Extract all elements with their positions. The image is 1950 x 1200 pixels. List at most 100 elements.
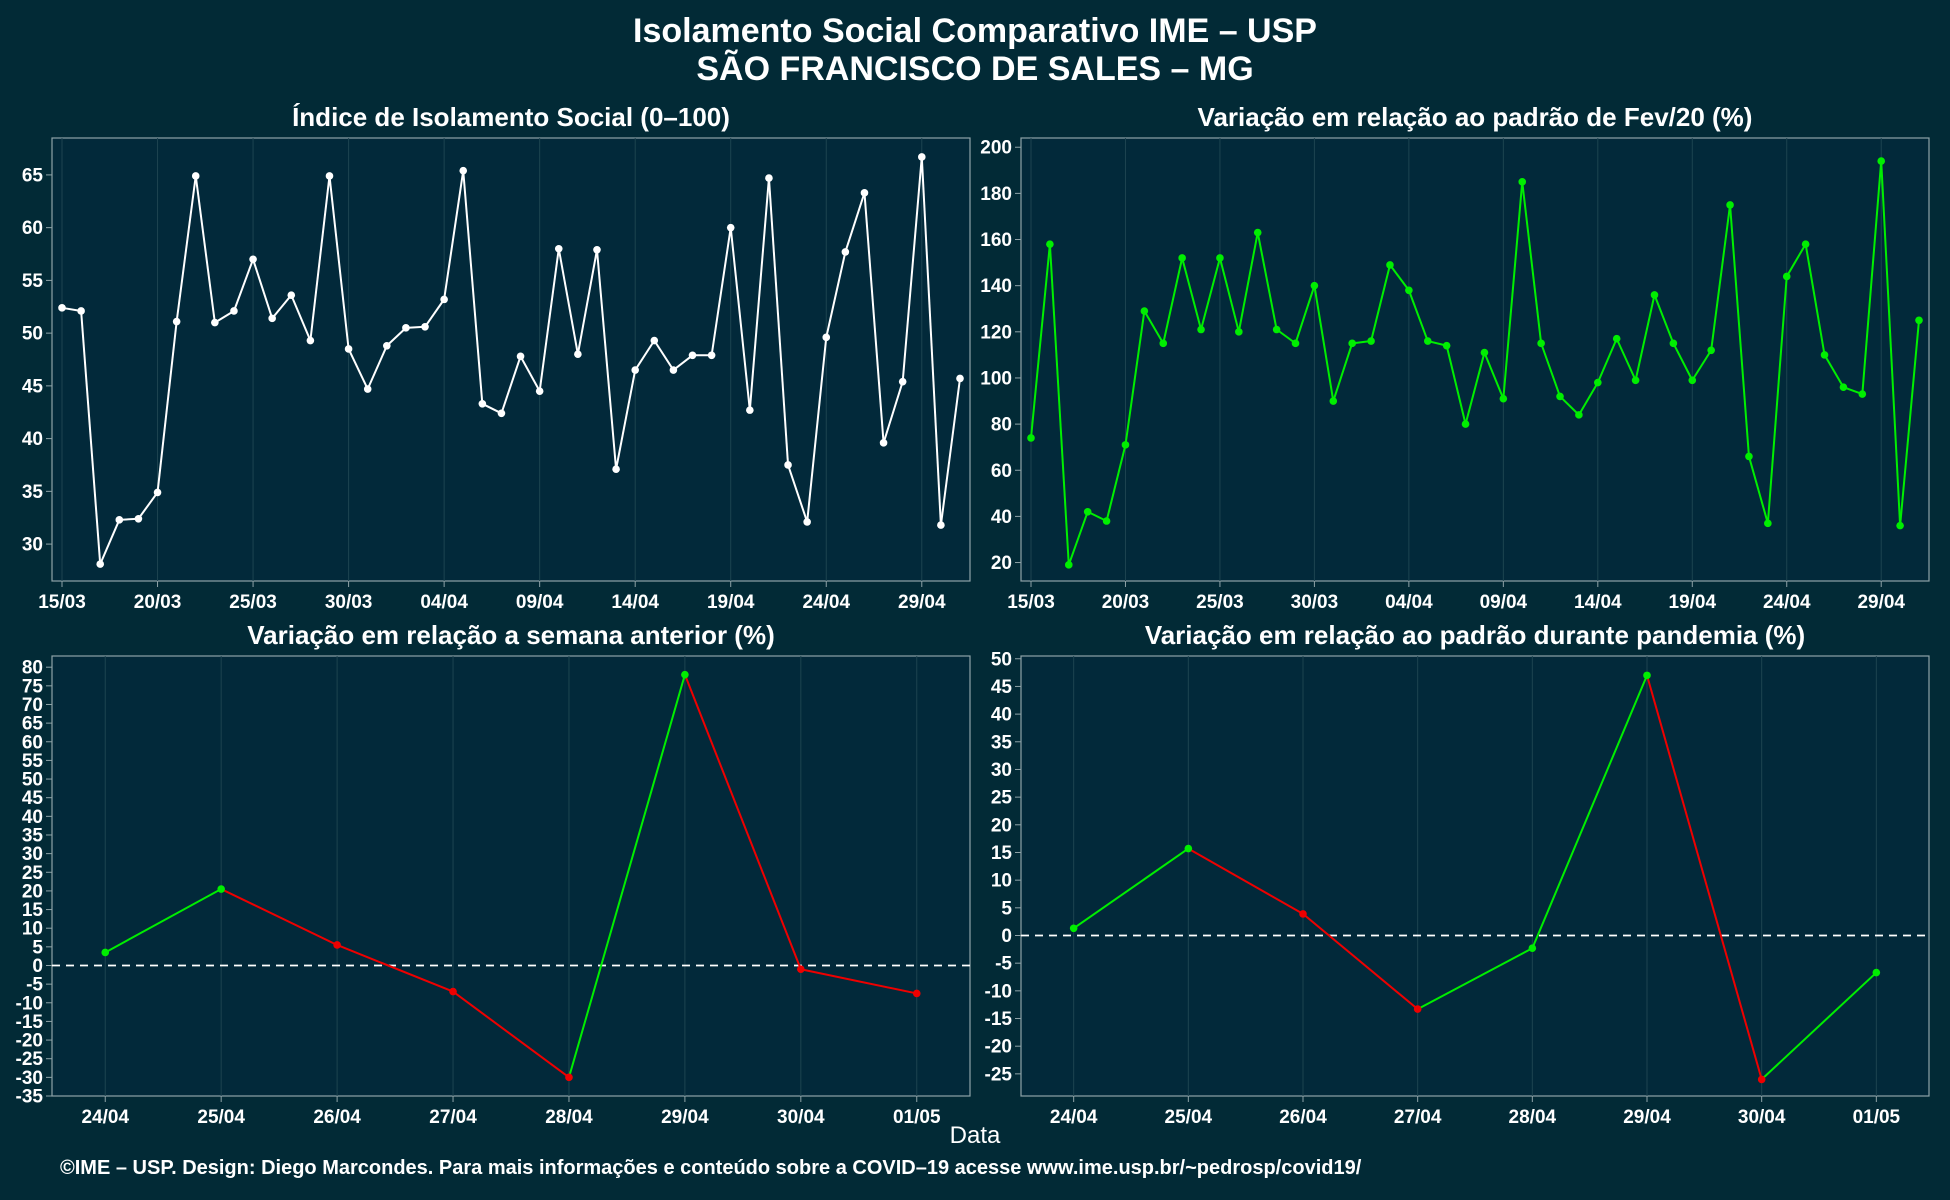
data-point <box>554 244 563 253</box>
x-tick-label: 04/04 <box>420 592 468 613</box>
x-tick-label: 24/04 <box>802 592 850 613</box>
data-point <box>1669 339 1678 348</box>
series-segment <box>1073 847 1189 930</box>
data-point <box>912 989 921 998</box>
data-point <box>937 521 945 529</box>
y-tick-label: 5 <box>32 937 43 958</box>
series-segment <box>1634 294 1656 381</box>
data-point <box>1518 178 1527 186</box>
data-point <box>1872 968 1881 977</box>
x-tick-label: 14/04 <box>611 592 659 613</box>
y-tick-label: 60 <box>22 732 43 753</box>
data-point <box>1631 376 1640 385</box>
series-segment <box>920 156 942 526</box>
data-point <box>1757 1075 1766 1084</box>
x-tick-label: 15/03 <box>38 592 86 613</box>
data-point <box>306 336 315 345</box>
data-point <box>860 189 869 197</box>
series-segment <box>672 354 694 371</box>
x-tick-label: 24/04 <box>81 1107 129 1128</box>
y-tick-label: -15 <box>985 1009 1013 1030</box>
series-segment <box>1804 243 1826 356</box>
x-tick-label: 09/04 <box>516 592 564 613</box>
y-tick-label: 80 <box>22 658 43 679</box>
x-axis-common-label: Data <box>949 1122 1001 1149</box>
x-tick-label: 24/04 <box>1050 1107 1098 1128</box>
data-point <box>688 351 697 360</box>
data-point <box>96 560 105 568</box>
y-tick-label: 160 <box>980 230 1012 251</box>
x-tick-label: 28/04 <box>545 1107 593 1128</box>
series-segment <box>939 378 961 526</box>
series-segment <box>309 175 331 341</box>
y-tick-label: 30 <box>991 760 1012 781</box>
series-segment <box>1766 276 1788 524</box>
y-tick-label: 55 <box>22 751 44 772</box>
data-point <box>1801 240 1810 248</box>
series-segment <box>882 381 904 444</box>
data-point <box>1413 1005 1422 1013</box>
series-segment <box>424 298 445 328</box>
y-tick-label: 50 <box>22 770 43 791</box>
x-tick-label: 26/04 <box>1279 1107 1327 1128</box>
y-tick-label: 20 <box>22 881 43 902</box>
y-tick-label: 5 <box>1001 898 1012 919</box>
x-tick-label: 29/04 <box>898 592 946 613</box>
data-point <box>325 172 334 180</box>
data-point <box>153 488 162 497</box>
y-tick-label: -35 <box>16 1087 44 1108</box>
y-tick-label: 180 <box>980 184 1012 205</box>
y-tick-label: 35 <box>22 482 44 503</box>
y-tick-label: 20 <box>991 553 1012 574</box>
data-point <box>631 366 639 374</box>
y-tick-label: 55 <box>22 271 44 292</box>
x-tick-label: 28/04 <box>1509 1107 1557 1128</box>
data-point <box>516 352 525 361</box>
chart-title: Variação em relação ao padrão durante pa… <box>1145 620 1805 650</box>
x-tick-label: 29/04 <box>661 1107 709 1128</box>
data-point <box>669 366 678 374</box>
data-point <box>459 166 468 175</box>
series-segment <box>1899 320 1920 526</box>
data-point <box>803 518 811 526</box>
series-segment <box>576 249 598 355</box>
data-point <box>726 223 735 232</box>
data-point <box>1253 228 1262 237</box>
y-tick-label: 15 <box>22 900 44 921</box>
series-segment <box>1760 971 1878 1081</box>
data-point <box>1643 671 1651 680</box>
series-segment <box>1531 674 1648 949</box>
series-segment <box>1615 338 1637 381</box>
series-segment <box>1729 204 1750 457</box>
data-point <box>1877 157 1886 165</box>
y-tick-label: 35 <box>991 732 1013 753</box>
y-tick-label: 10 <box>991 871 1012 892</box>
data-point <box>1102 517 1111 525</box>
series-segment <box>1218 257 1240 333</box>
data-point <box>1442 341 1451 350</box>
series-segment <box>500 356 522 414</box>
data-point <box>797 965 805 974</box>
series-segment <box>748 177 770 411</box>
y-tick-label: 15 <box>991 843 1013 864</box>
series-segment <box>80 310 102 565</box>
series-segment <box>1445 345 1467 425</box>
x-tick-label: 20/03 <box>134 592 182 613</box>
data-point <box>449 987 457 996</box>
data-point <box>1575 411 1583 419</box>
data-point <box>287 291 296 299</box>
y-tick-label: 70 <box>22 695 43 716</box>
series-segment <box>519 355 541 392</box>
series-segment <box>252 258 274 319</box>
y-tick-label: 80 <box>991 415 1012 436</box>
series-segment <box>194 175 216 323</box>
x-tick-label: 30/03 <box>325 592 373 613</box>
data-point <box>1915 316 1923 325</box>
x-tick-label: 24/04 <box>1763 592 1811 613</box>
series-segment <box>825 251 847 338</box>
series-segment <box>137 491 159 520</box>
x-tick-label: 29/04 <box>1857 592 1905 613</box>
x-tick-label: 15/03 <box>1007 592 1055 613</box>
x-tick-label: 01/05 <box>893 1107 941 1128</box>
